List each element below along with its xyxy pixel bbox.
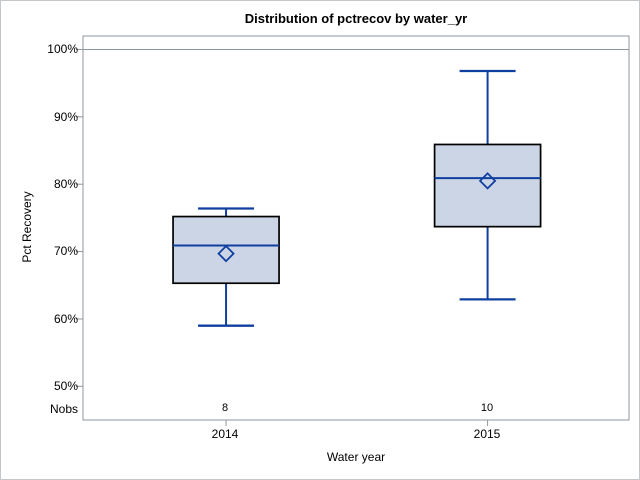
y-tick-label-50: 50%	[53, 379, 78, 393]
nobs-row-label: Nobs	[49, 402, 78, 416]
x-axis-title: Water year	[326, 450, 386, 464]
mean-diamond-marker-2015	[478, 172, 497, 190]
chart-title: Distribution of pctrecov by water_yr	[244, 11, 468, 26]
iqr-box-2015	[433, 143, 542, 228]
y-tick-label-60: 60%	[53, 312, 78, 326]
nobs-value-2014: 8	[221, 402, 229, 414]
iqr-box-2014	[172, 215, 280, 285]
y-tick-label-90: 90%	[53, 110, 78, 124]
y-tick-label-70: 70%	[53, 244, 78, 258]
plot-frame	[82, 35, 630, 421]
y-tick-label-80: 80%	[53, 177, 78, 191]
x-tick-label-2014: 2014	[211, 427, 239, 441]
y-tick-label-100: 100%	[47, 42, 78, 56]
mean-diamond-marker-2014	[217, 244, 235, 263]
nobs-value-2015: 10	[480, 402, 494, 414]
x-tick-label-2015: 2015	[473, 427, 501, 441]
